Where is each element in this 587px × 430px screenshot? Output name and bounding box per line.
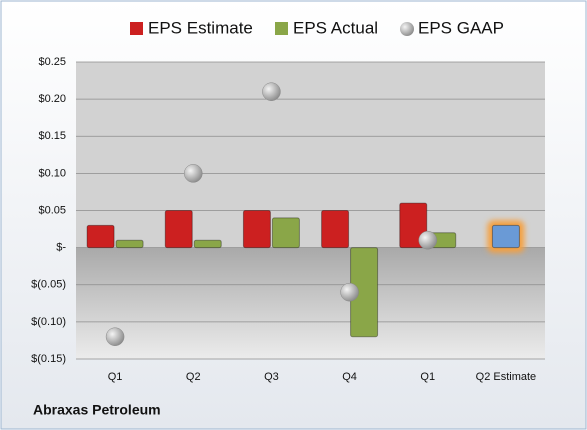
bar xyxy=(321,210,350,249)
bar xyxy=(271,217,300,249)
bar xyxy=(193,239,222,249)
legend-marker xyxy=(400,22,414,36)
y-tick-label: $0.15 xyxy=(38,130,66,142)
y-tick-label: $0.20 xyxy=(38,93,66,105)
bar xyxy=(242,210,271,249)
y-tick-label: $(0.05) xyxy=(31,279,66,291)
source: Abraxas Petroleum xyxy=(33,402,161,418)
bar xyxy=(164,210,193,249)
legend-marker xyxy=(275,22,288,35)
y-tick-label: $(0.15) xyxy=(31,353,66,365)
bar xyxy=(86,224,115,249)
legend-label: EPS Actual xyxy=(293,18,378,37)
x-tick-label: Q4 xyxy=(342,371,357,383)
y-tick-label: $- xyxy=(56,242,66,254)
x-tick-label: Q1 xyxy=(108,371,123,383)
x-tick-label: Q2 Estimate xyxy=(476,371,537,383)
gaap-marker xyxy=(340,282,359,302)
x-tick-label: Q1 xyxy=(420,371,435,383)
legend-label: EPS GAAP xyxy=(418,18,504,37)
y-tick-label: $0.10 xyxy=(38,167,66,179)
x-tick-label: Q3 xyxy=(264,371,279,383)
bar xyxy=(115,239,144,249)
bar xyxy=(491,224,520,249)
gaap-marker xyxy=(262,82,281,101)
legend-label: EPS Estimate xyxy=(148,18,253,37)
y-tick-label: $(0.10) xyxy=(31,316,66,328)
gaap-marker xyxy=(184,164,203,183)
legend-marker xyxy=(130,22,143,35)
x-tick-label: Q2 xyxy=(186,371,201,383)
gaap-marker xyxy=(105,327,125,346)
plot-area xyxy=(76,62,545,248)
gaap-marker xyxy=(418,230,437,250)
y-tick-label: $0.05 xyxy=(38,204,66,216)
y-tick-label: $0.25 xyxy=(38,56,66,68)
plot-area-negative xyxy=(76,247,545,359)
